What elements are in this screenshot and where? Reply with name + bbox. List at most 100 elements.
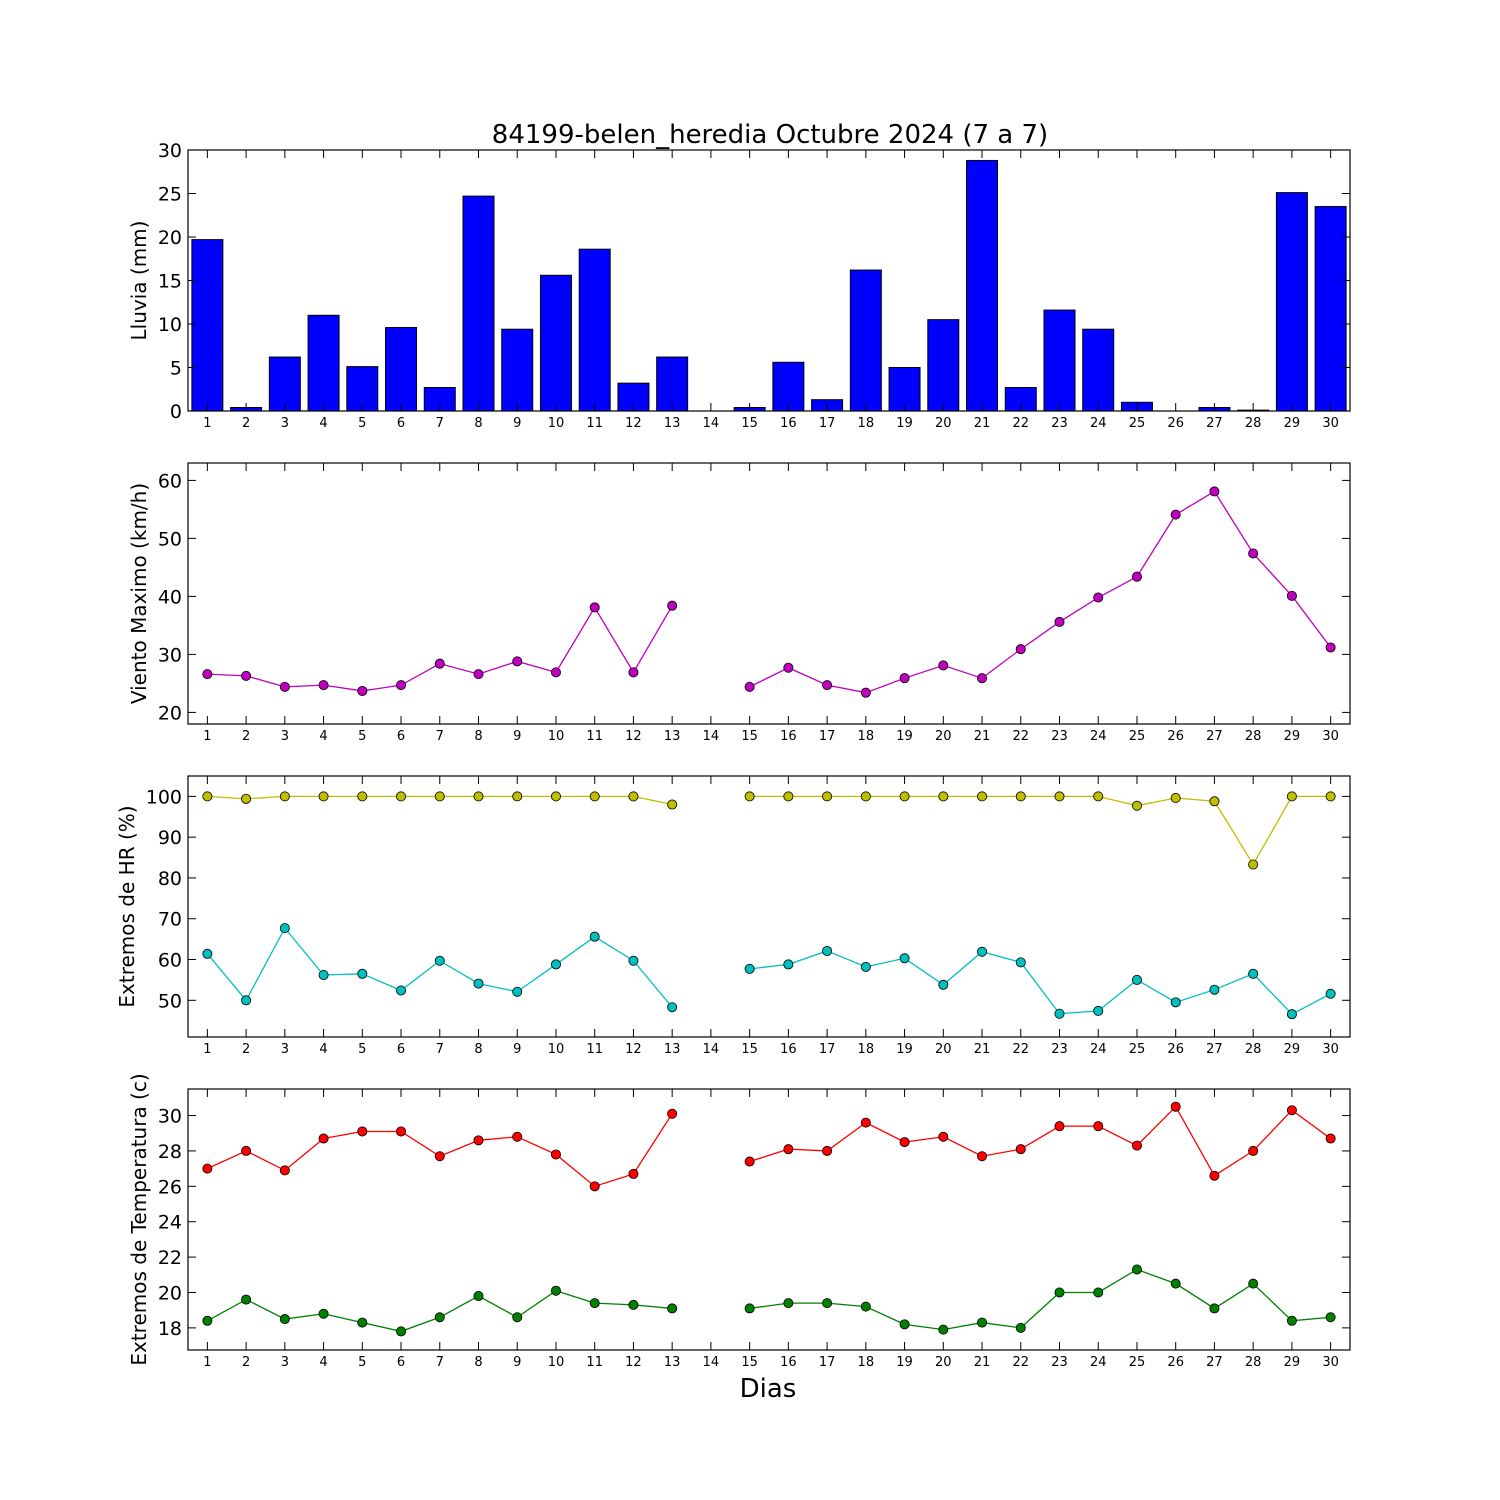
y-axis-label: Extremos de Temperatura (c) [127, 1073, 151, 1365]
data-point [899, 791, 910, 802]
x-tick-label: 17 [819, 729, 836, 744]
x-tick-label: 22 [1012, 416, 1029, 431]
data-point [202, 1163, 213, 1174]
x-tick-label: 11 [586, 729, 603, 744]
data-point [550, 667, 561, 678]
rain-bar [1043, 309, 1076, 412]
x-tick-label: 28 [1245, 416, 1262, 431]
data-point [783, 1144, 794, 1155]
x-tick-label: 1 [203, 729, 211, 744]
data-point [318, 791, 329, 802]
rain-bar [927, 319, 960, 412]
x-tick-label: 6 [397, 416, 405, 431]
y-tick-label: 50 [158, 528, 182, 550]
x-tick-label: 10 [548, 729, 565, 744]
data-point [202, 669, 213, 680]
x-tick-label: 13 [664, 729, 681, 744]
data-point [1209, 1170, 1220, 1181]
x-tick-label: 8 [474, 1042, 482, 1057]
data-point [1170, 509, 1181, 520]
data-point [822, 1145, 833, 1156]
x-tick-label: 21 [974, 729, 991, 744]
series-line [749, 490, 1332, 694]
x-tick-label: 18 [858, 729, 875, 744]
x-tick-label: 19 [896, 1355, 913, 1370]
x-tick-label: 16 [780, 1042, 797, 1057]
x-tick-label: 6 [397, 1355, 405, 1370]
data-point [783, 1298, 794, 1309]
series-line [749, 950, 1331, 1015]
x-tick-label: 3 [281, 729, 289, 744]
data-point [1248, 859, 1259, 870]
data-point [744, 1303, 755, 1314]
y-tick-label: 28 [158, 1141, 182, 1163]
data-point [860, 1301, 871, 1312]
axes-frame [187, 1088, 1351, 1351]
y-tick-label: 30 [158, 140, 182, 162]
data-point [1093, 1005, 1104, 1016]
data-point [938, 791, 949, 802]
data-point [318, 970, 329, 981]
x-tick-label: 7 [436, 416, 444, 431]
x-tick-label: 24 [1090, 1042, 1107, 1057]
y-tick-label: 80 [158, 868, 182, 890]
x-tick-label: 12 [625, 416, 642, 431]
rain-bar [385, 326, 418, 412]
data-point [1054, 791, 1065, 802]
x-tick-label: 2 [242, 1355, 250, 1370]
data-point [628, 1299, 639, 1310]
data-point [473, 978, 484, 989]
data-point [589, 1181, 600, 1192]
x-tick-label: 14 [703, 1042, 720, 1057]
data-point [860, 1117, 871, 1128]
x-tick-label: 30 [1322, 1355, 1339, 1370]
x-tick-label: 1 [203, 1355, 211, 1370]
x-tick-label: 8 [474, 1355, 482, 1370]
data-point [628, 791, 639, 802]
data-point [396, 985, 407, 996]
rain-bar [966, 159, 999, 412]
data-point [744, 1156, 755, 1167]
y-axis-label: Lluvia (mm) [127, 221, 151, 341]
x-tick-label: 16 [780, 416, 797, 431]
data-point [1209, 1303, 1220, 1314]
x-tick-label: 3 [281, 1042, 289, 1057]
x-tick-label: 12 [625, 1355, 642, 1370]
x-tick-label: 1 [203, 1042, 211, 1057]
x-tick-label: 23 [1051, 1355, 1068, 1370]
data-point [1209, 796, 1220, 807]
data-point [1286, 1009, 1297, 1020]
data-point [977, 1151, 988, 1162]
data-point [1054, 1121, 1065, 1132]
x-tick-label: 8 [474, 729, 482, 744]
data-point [396, 1126, 407, 1137]
data-point [279, 1165, 290, 1176]
data-point [1054, 1008, 1065, 1019]
x-tick-label: 19 [896, 1042, 913, 1057]
data-point [279, 923, 290, 934]
rain-bar [849, 269, 882, 412]
x-tick-label: 14 [703, 416, 720, 431]
data-point [241, 995, 252, 1006]
series-line [749, 1105, 1332, 1177]
y-tick-label: 10 [158, 314, 182, 336]
x-tick-label: 23 [1051, 416, 1068, 431]
y-tick-label: 20 [158, 702, 182, 724]
data-point [977, 673, 988, 684]
data-point [318, 680, 329, 691]
x-tick-label: 17 [819, 1042, 836, 1057]
data-point [473, 1291, 484, 1302]
y-tick-label: 24 [158, 1212, 182, 1234]
y-tick-label: 100 [146, 786, 182, 808]
x-tick-label: 18 [858, 1042, 875, 1057]
x-tick-label: 10 [548, 1042, 565, 1057]
data-point [1248, 548, 1259, 559]
x-tick-label: 20 [935, 729, 952, 744]
x-tick-label: 22 [1012, 1355, 1029, 1370]
y-tick-label: 22 [158, 1247, 182, 1269]
